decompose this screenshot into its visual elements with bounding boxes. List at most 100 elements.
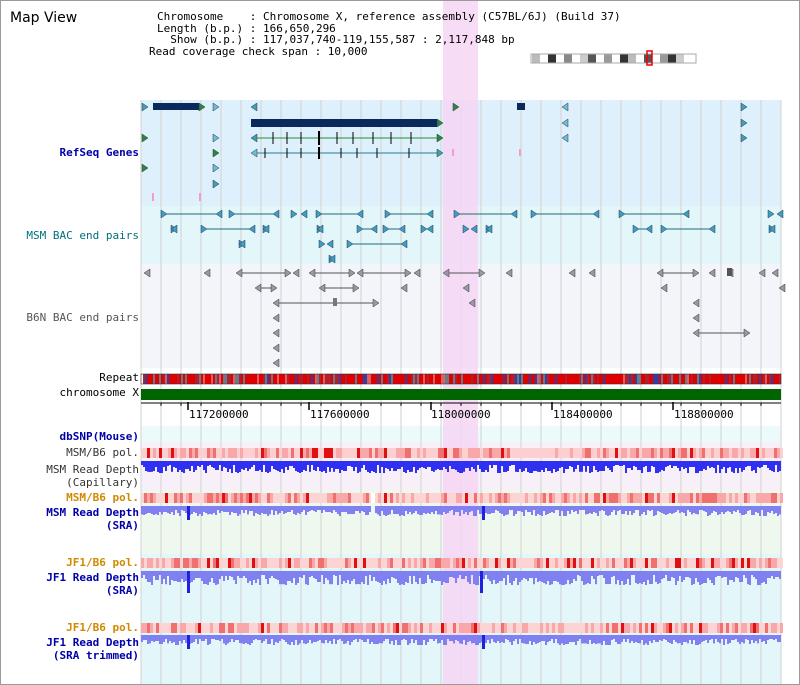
track-label-jf1-depth-sra[interactable]: JF1 Read Depth — [46, 571, 139, 584]
polymorphism-cell — [342, 558, 345, 568]
repeat-segment — [463, 374, 465, 384]
polymorphism-cell — [357, 558, 360, 568]
read-depth-bar — [673, 461, 675, 466]
polymorphism-cell — [507, 493, 510, 503]
polymorphism-cell — [423, 558, 426, 568]
track-label-jf1-b6-pol-2[interactable]: JF1/B6 pol. — [66, 621, 139, 634]
polymorphism-cell — [756, 493, 759, 503]
repeat-segment — [335, 374, 337, 384]
read-depth-bar — [731, 571, 733, 580]
read-depth-bar — [155, 461, 157, 467]
read-depth-bar — [775, 506, 777, 513]
read-depth-bar — [623, 461, 625, 465]
track-label-b6n-bac[interactable]: B6N BAC end pairs — [26, 311, 139, 324]
polymorphism-cell — [498, 448, 501, 458]
repeat-segment — [733, 374, 735, 384]
track-label-refseq[interactable]: RefSeq Genes — [59, 146, 139, 159]
repeat-segment — [251, 374, 253, 384]
read-depth-bar — [243, 506, 245, 513]
track-label-jf1-b6-pol-1[interactable]: JF1/B6 pol. — [66, 556, 139, 569]
repeat-segment — [439, 374, 441, 384]
repeat-segment — [741, 374, 743, 384]
track-label-msm-b6-pol-1[interactable]: MSM/B6 pol. — [66, 446, 139, 459]
read-depth-bar — [291, 571, 293, 583]
polymorphism-cell — [285, 623, 288, 633]
polymorphism-cell — [675, 558, 678, 568]
polymorphism-cell — [729, 448, 732, 458]
polymorphism-cell — [234, 623, 237, 633]
polymorphism-cell — [357, 623, 360, 633]
read-depth-bar — [153, 635, 155, 642]
polymorphism-cell — [687, 558, 690, 568]
read-depth-bar — [627, 635, 629, 639]
repeat-segment — [243, 374, 245, 384]
read-depth-bar — [647, 506, 649, 510]
polymorphism-cell — [309, 558, 312, 568]
track-label-msm-depth-capillary[interactable]: MSM Read Depth — [46, 463, 139, 476]
read-depth-bar — [657, 571, 659, 584]
track-label-msm-bac[interactable]: MSM BAC end pairs — [26, 229, 139, 242]
polymorphism-cell — [591, 623, 594, 633]
polymorphism-cell — [354, 493, 357, 503]
polymorphism-cell — [594, 558, 597, 568]
track-label-jf1-depth-trimmed[interactable]: JF1 Read Depth — [46, 636, 139, 649]
track-label-dbsnp[interactable]: dbSNP(Mouse) — [59, 430, 139, 443]
read-depth-bar — [335, 461, 337, 469]
repeat-segment — [487, 374, 489, 384]
polymorphism-cell — [699, 493, 702, 503]
polymorphism-cell — [573, 623, 576, 633]
polymorphism-cell — [525, 448, 528, 458]
read-depth-bar — [525, 635, 527, 644]
read-depth-bar — [719, 461, 721, 473]
track-label-msm-b6-pol-2[interactable]: MSM/B6 pol. — [66, 491, 139, 504]
read-depth-bar — [395, 635, 397, 640]
polymorphism-cell — [321, 448, 324, 458]
read-depth-bar — [613, 635, 615, 639]
read-depth-bar — [489, 461, 491, 465]
polymorphism-cell — [657, 448, 660, 458]
read-depth-bar — [201, 506, 203, 516]
read-depth-bar — [505, 635, 507, 639]
read-depth-bar — [385, 506, 387, 516]
read-depth-bar — [277, 506, 279, 515]
polymorphism-cell — [303, 448, 306, 458]
read-depth-bar — [731, 635, 733, 640]
read-depth-bar — [237, 571, 239, 576]
read-depth-bar — [741, 461, 743, 472]
polymorphism-cell — [258, 448, 261, 458]
polymorphism-cell — [237, 448, 240, 458]
polymorphism-cell — [291, 448, 294, 458]
polymorphism-cell — [171, 493, 174, 503]
repeat-segment — [661, 374, 663, 384]
polymorphism-cell — [768, 623, 771, 633]
read-depth-bar — [347, 461, 349, 466]
read-depth-bar — [345, 461, 347, 471]
track-label-msm-depth-sra[interactable]: MSM Read Depth — [46, 506, 139, 519]
read-depth-bar — [241, 461, 243, 469]
read-depth-bar — [439, 635, 441, 643]
polymorphism-cell — [255, 623, 258, 633]
polymorphism-cell — [342, 493, 345, 503]
repeat-segment — [389, 374, 391, 384]
polymorphism-cell — [630, 558, 633, 568]
read-depth-bar — [431, 506, 433, 512]
read-depth-bar — [621, 506, 623, 514]
read-depth-bar — [367, 571, 369, 585]
scale-tick-label: 118800000 — [674, 408, 734, 421]
read-depth-bar — [669, 461, 671, 465]
read-depth-bar — [753, 461, 755, 470]
repeat-segment — [601, 374, 603, 384]
polymorphism-cell — [384, 448, 387, 458]
polymorphism-cell — [315, 623, 318, 633]
read-depth-bar — [451, 571, 453, 577]
read-depth-bar — [259, 506, 261, 515]
repeat-segment — [717, 374, 719, 384]
read-depth-bar — [713, 506, 715, 511]
read-depth-bar — [223, 506, 225, 512]
read-depth-bar — [167, 571, 169, 576]
read-depth-bar — [469, 635, 471, 641]
read-depth-bar — [371, 461, 373, 471]
polymorphism-cell — [288, 558, 291, 568]
read-depth-bar — [403, 461, 405, 472]
